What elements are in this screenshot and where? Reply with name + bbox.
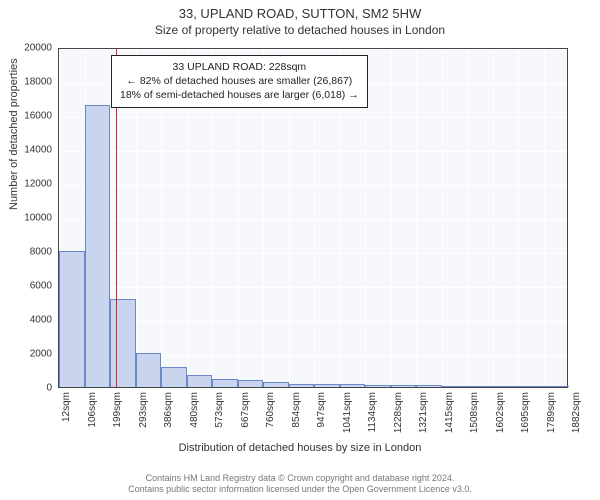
histogram-bar [110,299,136,387]
y-tick-label: 2000 [12,349,52,360]
x-tick-label: 12sqm [61,392,72,422]
histogram-bar [340,384,366,387]
gridline-v [467,49,468,387]
y-tick-label: 16000 [12,111,52,122]
chart-area: 33 UPLAND ROAD: 228sqm← 82% of detached … [58,48,568,420]
x-tick-label: 1882sqm [571,392,582,433]
x-tick-label: 1228sqm [393,392,404,433]
x-tick-label: 1041sqm [342,392,353,433]
y-tick-label: 20000 [12,43,52,54]
histogram-bar [442,386,468,387]
x-tick-label: 1789sqm [546,392,557,433]
y-tick-label: 8000 [12,247,52,258]
histogram-bar [59,251,85,387]
x-tick-label: 386sqm [163,392,174,428]
gridline-v [391,49,392,387]
x-tick-label: 1415sqm [444,392,455,433]
x-tick-label: 854sqm [291,392,302,428]
x-tick-label: 573sqm [214,392,225,428]
histogram-bar [212,379,238,388]
y-tick-label: 18000 [12,77,52,88]
x-tick-label: 1321sqm [418,392,429,433]
x-tick-label: 480sqm [189,392,200,428]
histogram-bar [416,385,442,387]
histogram-bar [493,386,519,387]
histogram-bar [365,385,391,387]
gridline-v [569,49,570,387]
footer-line1: Contains HM Land Registry data © Crown c… [0,473,600,485]
x-tick-label: 947sqm [316,392,327,428]
y-tick-label: 0 [12,383,52,394]
histogram-bar [518,386,544,387]
annotation-line1: 33 UPLAND ROAD: 228sqm [120,60,359,74]
histogram-bar [85,105,111,387]
histogram-bar [161,367,187,387]
histogram-bar [314,384,340,387]
histogram-bar [238,380,264,387]
histogram-bar [187,375,213,387]
x-tick-label: 760sqm [265,392,276,428]
gridline-v [416,49,417,387]
y-tick-label: 14000 [12,145,52,156]
gridline-v [442,49,443,387]
footer-line2: Contains public sector information licen… [0,484,600,496]
gridline-h [59,389,567,390]
histogram-bar [289,384,315,387]
y-tick-label: 4000 [12,315,52,326]
histogram-bar [467,386,493,387]
x-tick-label: 667sqm [240,392,251,428]
x-tick-label: 199sqm [112,392,123,428]
y-tick-label: 10000 [12,213,52,224]
histogram-bar [263,382,289,387]
x-tick-label: 1508sqm [469,392,480,433]
x-tick-label: 293sqm [138,392,149,428]
y-tick-label: 12000 [12,179,52,190]
footer-attribution: Contains HM Land Registry data © Crown c… [0,473,600,496]
histogram-bar [136,353,162,387]
plot-area: 33 UPLAND ROAD: 228sqm← 82% of detached … [58,48,568,388]
x-tick-label: 106sqm [87,392,98,428]
chart-subtitle: Size of property relative to detached ho… [0,21,600,37]
histogram-bar [544,386,570,387]
x-axis-label: Distribution of detached houses by size … [0,442,600,454]
gridline-v [544,49,545,387]
gridline-v [493,49,494,387]
annotation-line2: ← 82% of detached houses are smaller (26… [120,74,359,88]
x-tick-label: 1602sqm [495,392,506,433]
x-tick-label: 1695sqm [520,392,531,433]
histogram-bar [391,385,417,387]
chart-title: 33, UPLAND ROAD, SUTTON, SM2 5HW [0,0,600,21]
annotation-box: 33 UPLAND ROAD: 228sqm← 82% of detached … [111,55,368,108]
annotation-line3: 18% of semi-detached houses are larger (… [120,88,359,102]
gridline-v [518,49,519,387]
x-tick-label: 1134sqm [367,392,378,432]
chart-container: 33, UPLAND ROAD, SUTTON, SM2 5HW Size of… [0,0,600,500]
y-tick-label: 6000 [12,281,52,292]
